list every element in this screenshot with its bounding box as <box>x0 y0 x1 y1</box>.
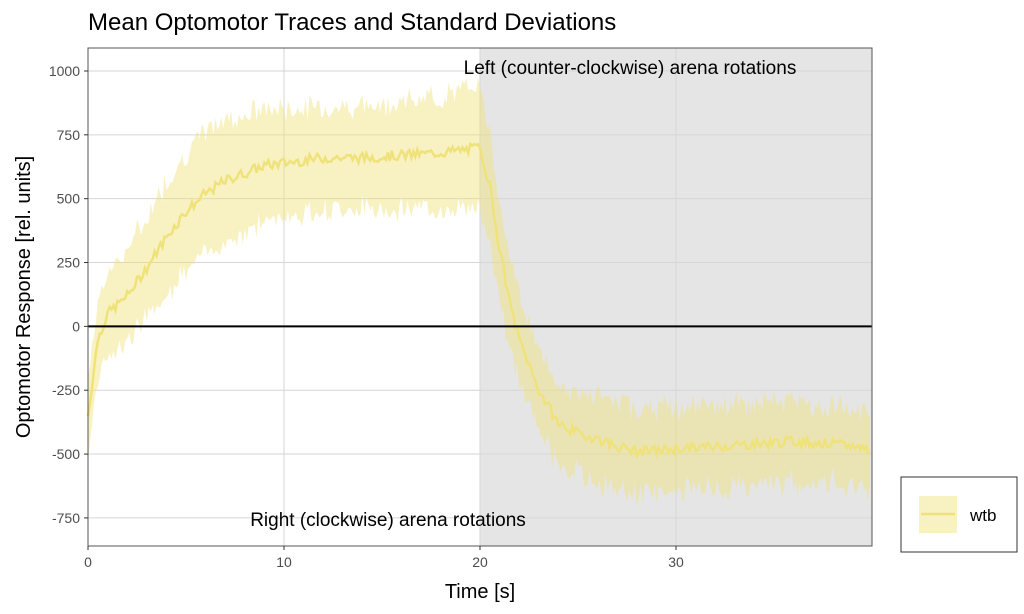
annotation-right: Right (clockwise) arena rotations <box>250 510 526 531</box>
y-axis-label: Optomotor Response [rel. units] <box>13 156 35 438</box>
y-tick-label: 750 <box>57 127 81 143</box>
x-tick-label: 30 <box>668 554 684 570</box>
y-tick-label: 0 <box>72 318 80 334</box>
y-tick-label: 500 <box>57 191 81 207</box>
y-tick-label: -250 <box>52 382 80 398</box>
y-tick-label: 1000 <box>49 63 80 79</box>
legend: wtb <box>900 476 1018 553</box>
y-tick-label: -750 <box>52 510 80 526</box>
y-tick-label: 250 <box>57 255 81 271</box>
mean-line <box>86 141 871 461</box>
annotation-left: Left (counter-clockwise) arena rotations <box>464 58 797 79</box>
sd-band <box>88 77 870 507</box>
x-axis-label: Time [s] <box>445 581 515 603</box>
chart-title: Mean Optomotor Traces and Standard Devia… <box>88 9 616 36</box>
legend-label: wtb <box>969 506 996 525</box>
x-tick-label: 10 <box>276 554 292 570</box>
x-tick-label: 20 <box>472 554 488 570</box>
x-tick-label: 0 <box>84 554 92 570</box>
y-tick-label: -500 <box>52 446 80 462</box>
